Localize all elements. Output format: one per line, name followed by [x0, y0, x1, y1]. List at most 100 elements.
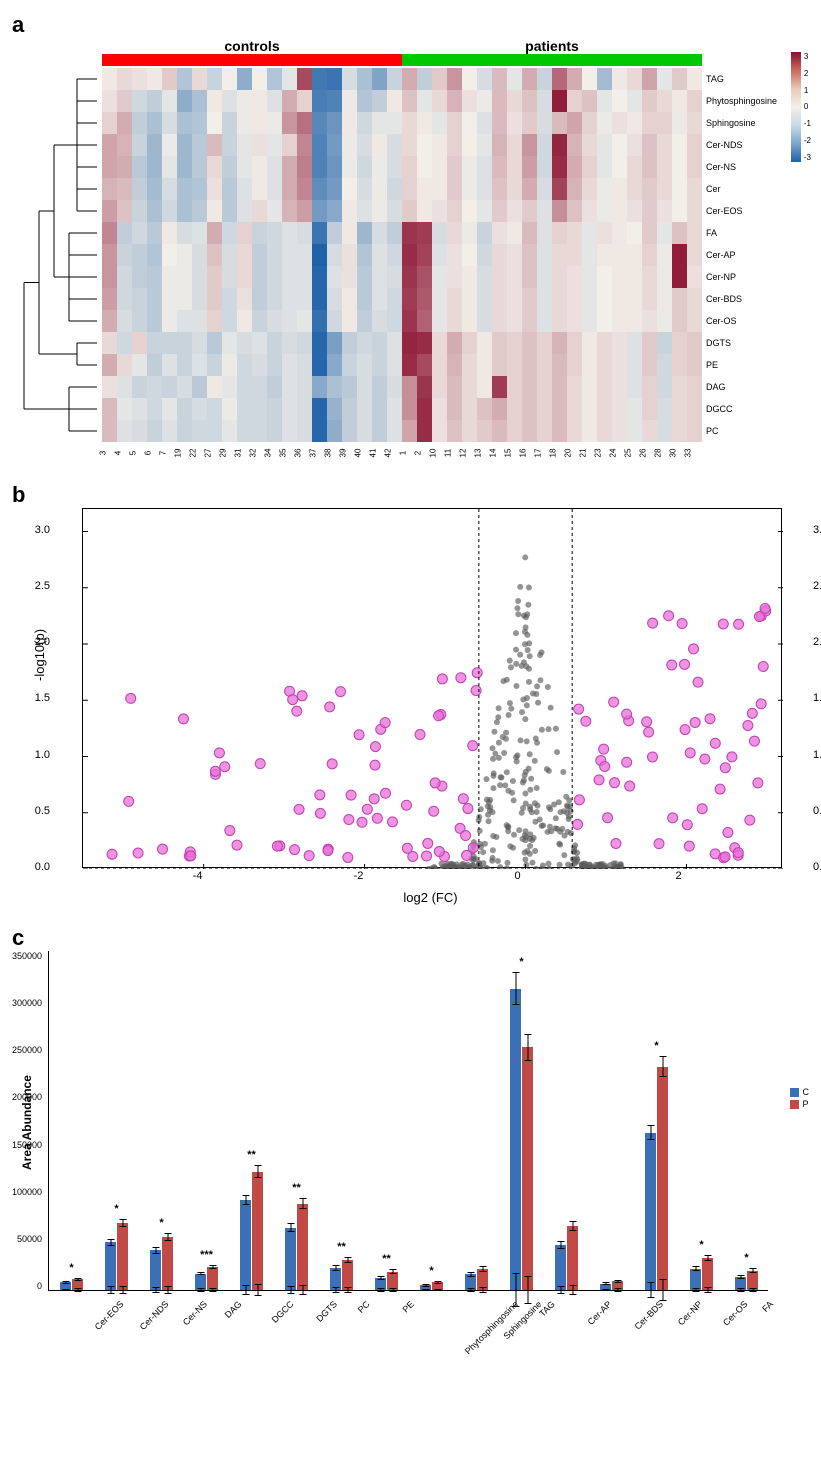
heatmap-cell: [297, 134, 312, 156]
heatmap-cell: [117, 178, 132, 200]
heatmap-cell: [132, 310, 147, 332]
heatmap-cell: [582, 288, 597, 310]
heatmap-cell: [492, 156, 507, 178]
heatmap-cell: [477, 420, 492, 442]
heatmap-row-label: Cer-NP: [702, 266, 777, 288]
heatmap-cell: [477, 134, 492, 156]
heatmap-cell: [252, 200, 267, 222]
heatmap-cell: [462, 222, 477, 244]
heatmap-cell: [672, 332, 687, 354]
heatmap-cell: [462, 420, 477, 442]
heatmap-cell: [402, 222, 417, 244]
heatmap-cell: [342, 134, 357, 156]
heatmap-cell: [237, 266, 252, 288]
heatmap-cell: [222, 288, 237, 310]
heatmap-cell: [102, 354, 117, 376]
heatmap-cell: [627, 156, 642, 178]
heatmap-cell: [642, 376, 657, 398]
heatmap-cell: [192, 310, 207, 332]
heatmap-cell: [417, 222, 432, 244]
heatmap-cell: [267, 68, 282, 90]
heatmap-cell: [297, 156, 312, 178]
heatmap-cell: [207, 112, 222, 134]
heatmap-cell: [147, 420, 162, 442]
heatmap-cell: [327, 310, 342, 332]
heatmap-cell: [177, 420, 192, 442]
bar-xlabel: Cer-NS: [181, 1299, 209, 1327]
heatmap-cell: [177, 376, 192, 398]
heatmap-cell: [582, 244, 597, 266]
heatmap-cell: [192, 68, 207, 90]
heatmap-cell: [237, 420, 252, 442]
heatmap-cell: [102, 310, 117, 332]
heatmap-cell: [252, 68, 267, 90]
heatmap-cell: [132, 398, 147, 420]
volcano-ytick: 0.5: [35, 805, 50, 817]
heatmap-cell: [207, 244, 222, 266]
heatmap-cell: [477, 376, 492, 398]
panel-c: c Area Abundance 35000030000025000020000…: [12, 925, 809, 1361]
heatmap-cell: [447, 156, 462, 178]
heatmap-cell: [342, 310, 357, 332]
heatmap-cell: [162, 178, 177, 200]
heatmap-cell: [357, 398, 372, 420]
heatmap-cell: [507, 178, 522, 200]
heatmap-cell: [522, 178, 537, 200]
volcano-ytick: 2.0: [813, 636, 821, 648]
bar-C: [690, 1269, 701, 1290]
heatmap-cell: [222, 156, 237, 178]
heatmap-cell: [342, 178, 357, 200]
heatmap-cell: [432, 178, 447, 200]
heatmap-cell: [582, 332, 597, 354]
heatmap-cell: [162, 354, 177, 376]
heatmap-cell: [132, 420, 147, 442]
heatmap-cell: [552, 90, 567, 112]
heatmap-cell: [162, 200, 177, 222]
heatmap-cell: [672, 68, 687, 90]
heatmap-row-label: Cer-OS: [702, 310, 777, 332]
heatmap-cell: [147, 178, 162, 200]
heatmap-cell: [207, 134, 222, 156]
heatmap-cell: [522, 200, 537, 222]
heatmap-cell: [507, 354, 522, 376]
heatmap-cell: [582, 354, 597, 376]
heatmap-cell: [417, 332, 432, 354]
heatmap-cell: [102, 112, 117, 134]
heatmap-cell: [222, 178, 237, 200]
heatmap-cell: [687, 354, 702, 376]
heatmap-cell: [582, 68, 597, 90]
heatmap-cell: [642, 398, 657, 420]
heatmap-cell: [672, 156, 687, 178]
heatmap-cell: [612, 112, 627, 134]
heatmap-cell: [282, 420, 297, 442]
heatmap-cell: [672, 288, 687, 310]
colorbar-tick: 1: [804, 86, 811, 95]
heatmap-cell: [492, 112, 507, 134]
heatmap-cell: [192, 288, 207, 310]
heatmap-cell: [417, 244, 432, 266]
heatmap-cell: [477, 156, 492, 178]
bar-group: *: [105, 1223, 128, 1290]
heatmap-cell: [672, 178, 687, 200]
heatmap-cell: [567, 178, 582, 200]
heatmap-cell: [432, 222, 447, 244]
heatmap-cell: [567, 266, 582, 288]
bar-xlabel: DAG: [223, 1299, 244, 1320]
heatmap-cell: [492, 354, 507, 376]
heatmap-cell: [492, 222, 507, 244]
heatmap-cell: [507, 310, 522, 332]
heatmap-cell: [657, 200, 672, 222]
heatmap-cell: [687, 112, 702, 134]
bar-C: [645, 1133, 656, 1290]
heatmap-cell: [462, 156, 477, 178]
bar-chart: 3500003000002500002000001500001000005000…: [12, 951, 809, 1291]
heatmap-cell: [687, 90, 702, 112]
heatmap-cell: [597, 398, 612, 420]
heatmap-cell: [117, 266, 132, 288]
heatmap-cell: [342, 200, 357, 222]
heatmap-cell: [132, 354, 147, 376]
heatmap-cell: [597, 266, 612, 288]
bar-group: *: [735, 1271, 758, 1290]
heatmap-cell: [162, 288, 177, 310]
heatmap-cell: [102, 332, 117, 354]
